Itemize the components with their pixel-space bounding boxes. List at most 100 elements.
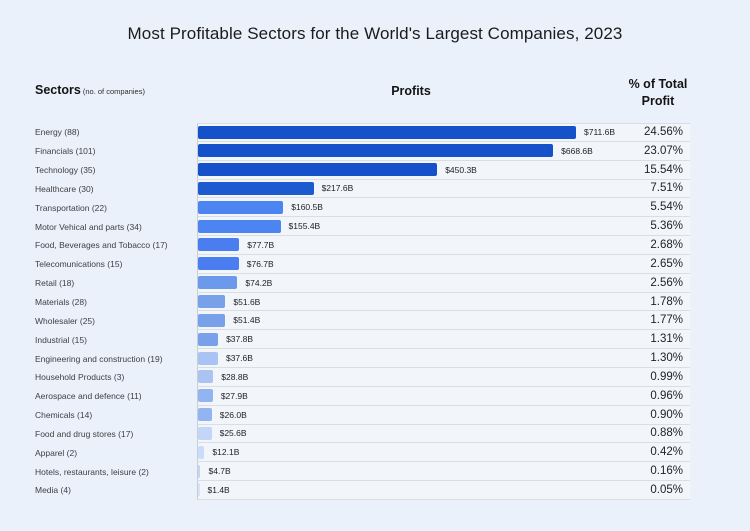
profit-bar bbox=[198, 238, 240, 252]
profit-bar bbox=[198, 219, 281, 233]
percent-value: 2.56% bbox=[650, 276, 683, 289]
sectors-header-label: Sectors bbox=[35, 83, 81, 97]
percent-value: 23.07% bbox=[643, 144, 683, 157]
profit-value: $74.2B bbox=[245, 277, 273, 288]
profit-bar bbox=[198, 445, 205, 459]
sector-label: Telecomunications (15) bbox=[35, 259, 123, 270]
profit-value: $217.6B bbox=[321, 183, 354, 194]
sector-label: Chemicals (14) bbox=[35, 410, 93, 421]
bar-track: $668.6B 23.07% bbox=[197, 141, 690, 161]
sector-label: Household Products (3) bbox=[35, 372, 125, 383]
column-header-sectors: Sectors (no. of companies) bbox=[35, 83, 145, 97]
profit-value: $160.5B bbox=[291, 202, 323, 213]
table-row: Financials (101) $668.6B 23.07% bbox=[0, 141, 750, 161]
table-row: Chemicals (14) $26.0B 0.90% bbox=[0, 405, 750, 425]
profit-bar bbox=[198, 125, 576, 139]
bar-track: $37.6B 1.30% bbox=[197, 349, 690, 368]
bar-track: $28.8B 0.99% bbox=[197, 367, 690, 387]
profit-value: $51.4B bbox=[233, 315, 261, 326]
profit-value: $4.7B bbox=[208, 466, 231, 477]
bar-track: $12.1B 0.42% bbox=[197, 443, 690, 463]
sector-label: Food and drug stores (17) bbox=[35, 428, 134, 439]
sector-label: Industrial (15) bbox=[35, 334, 87, 345]
table-row: Hotels, restaurants, leisure (2) $4.7B 0… bbox=[0, 462, 750, 482]
profit-bar bbox=[198, 313, 226, 327]
bar-track: $51.6B 1.78% bbox=[197, 292, 690, 312]
table-row: Media (4) $1.4B 0.05% bbox=[0, 481, 750, 500]
bar-track: $711.6B 24.56% bbox=[197, 123, 690, 142]
percent-value: 1.30% bbox=[650, 352, 683, 365]
table-row: Household Products (3) $28.8B 0.99% bbox=[0, 367, 750, 387]
profit-value: $711.6B bbox=[584, 127, 616, 138]
profit-bar bbox=[198, 257, 239, 271]
bar-track: $74.2B 2.56% bbox=[197, 273, 690, 293]
sector-label: Motor Vehical and parts (34) bbox=[35, 221, 142, 232]
profit-bar bbox=[198, 426, 212, 440]
profit-value: $668.6B bbox=[561, 145, 593, 156]
profit-value: $450.3B bbox=[445, 164, 477, 175]
profit-bar bbox=[198, 370, 214, 384]
column-header-percent: % of Total Profit bbox=[628, 77, 688, 108]
table-row: Retail (18) $74.2B 2.56% bbox=[0, 273, 750, 293]
profit-bar bbox=[198, 389, 213, 403]
bar-track: $217.6B 7.51% bbox=[197, 179, 690, 199]
table-row: Energy (88) $711.6B 24.56% bbox=[0, 123, 750, 142]
chart-rows: Energy (88) $711.6B 24.56% Financials (1… bbox=[0, 123, 750, 500]
sector-label: Healthcare (30) bbox=[35, 183, 94, 194]
table-row: Materials (28) $51.6B 1.78% bbox=[0, 292, 750, 312]
profit-value: $1.4B bbox=[207, 484, 230, 495]
profit-value: $37.8B bbox=[226, 334, 254, 345]
percent-value: 24.56% bbox=[643, 126, 683, 139]
bar-track: $160.5B 5.54% bbox=[197, 198, 690, 218]
profit-bar bbox=[198, 483, 200, 497]
table-row: Technology (35) $450.3B 15.54% bbox=[0, 160, 750, 180]
percent-value: 0.05% bbox=[650, 483, 683, 496]
profit-bar bbox=[198, 276, 238, 290]
sectors-header-note: (no. of companies) bbox=[82, 87, 145, 96]
bar-track: $1.4B 0.05% bbox=[197, 481, 690, 500]
table-row: Food and drug stores (17) $25.6B 0.88% bbox=[0, 424, 750, 444]
profit-value: $27.9B bbox=[220, 390, 248, 401]
percent-value: 0.88% bbox=[650, 427, 683, 440]
sector-label: Hotels, restaurants, leisure (2) bbox=[35, 466, 149, 477]
bar-track: $155.4B 5.36% bbox=[197, 217, 690, 237]
percent-value: 0.42% bbox=[650, 446, 683, 459]
profit-bar bbox=[198, 200, 284, 214]
bar-chart: Energy (88) $711.6B 24.56% Financials (1… bbox=[0, 123, 750, 500]
bar-track: $27.9B 0.96% bbox=[197, 386, 690, 406]
profit-bar bbox=[198, 181, 314, 195]
table-row: Industrial (15) $37.8B 1.31% bbox=[0, 330, 750, 350]
percent-value: 0.16% bbox=[650, 465, 683, 478]
table-row: Wholesaler (25) $51.4B 1.77% bbox=[0, 311, 750, 331]
profit-value: $25.6B bbox=[219, 428, 247, 439]
sector-label: Energy (88) bbox=[35, 127, 80, 138]
sector-label: Retail (18) bbox=[35, 278, 75, 289]
profit-value: $26.0B bbox=[219, 409, 247, 420]
table-row: Telecomunications (15) $76.7B 2.65% bbox=[0, 254, 750, 274]
profit-value: $76.7B bbox=[246, 258, 274, 269]
bar-track: $51.4B 1.77% bbox=[197, 311, 690, 331]
sector-label: Financials (101) bbox=[35, 146, 96, 157]
profit-bar bbox=[198, 144, 554, 158]
bar-track: $450.3B 15.54% bbox=[197, 160, 690, 180]
sector-label: Technology (35) bbox=[35, 165, 96, 176]
bar-track: $76.7B 2.65% bbox=[197, 254, 690, 274]
profit-bar bbox=[198, 351, 218, 365]
percent-value: 15.54% bbox=[643, 163, 683, 176]
percent-value: 1.78% bbox=[650, 295, 683, 308]
table-row: Transportation (22) $160.5B 5.54% bbox=[0, 198, 750, 218]
profit-bar bbox=[198, 408, 212, 422]
percent-value: 0.96% bbox=[650, 389, 683, 402]
profit-value: $28.8B bbox=[221, 371, 249, 382]
bar-track: $77.7B 2.68% bbox=[197, 236, 690, 255]
table-row: Aerospace and defence (11) $27.9B 0.96% bbox=[0, 386, 750, 406]
bar-track: $25.6B 0.88% bbox=[197, 424, 690, 444]
profit-bar bbox=[198, 332, 219, 346]
percent-value: 7.51% bbox=[650, 182, 683, 195]
percent-value: 1.31% bbox=[650, 333, 683, 346]
page-title: Most Profitable Sectors for the World's … bbox=[127, 24, 623, 43]
profit-value: $12.1B bbox=[212, 447, 240, 458]
table-row: Engineering and construction (19) $37.6B… bbox=[0, 349, 750, 368]
sector-label: Aerospace and defence (11) bbox=[35, 391, 142, 402]
